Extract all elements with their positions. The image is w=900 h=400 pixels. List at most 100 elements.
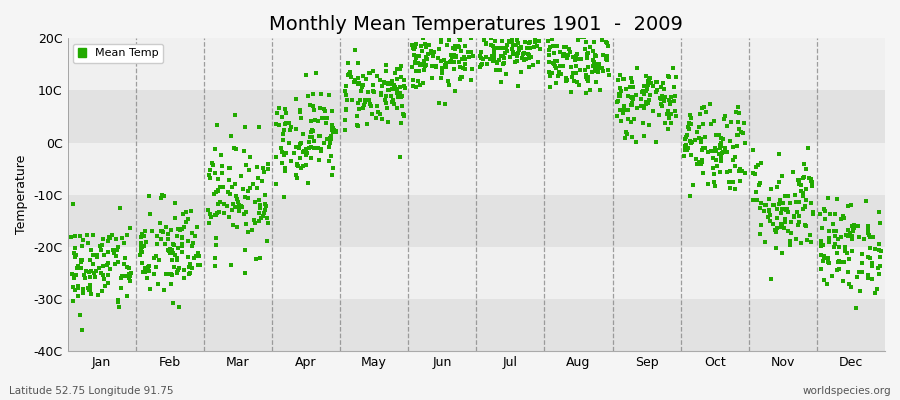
Point <box>822 235 836 242</box>
Point <box>410 24 424 30</box>
Point <box>412 61 427 68</box>
Point <box>545 70 560 76</box>
Point <box>223 191 238 197</box>
Point <box>778 216 793 223</box>
Point <box>169 254 184 261</box>
Point <box>519 56 534 62</box>
Point <box>701 149 716 155</box>
Point <box>454 74 468 80</box>
Point <box>795 240 809 246</box>
Point <box>258 192 273 198</box>
Point <box>149 240 164 247</box>
Point <box>254 215 268 222</box>
Point <box>788 213 802 220</box>
Point <box>610 99 625 105</box>
Point <box>546 50 561 57</box>
Point <box>720 123 734 129</box>
Point <box>114 273 129 279</box>
Point <box>328 128 343 134</box>
Point <box>397 112 411 119</box>
Point <box>638 88 652 94</box>
Point <box>475 61 490 68</box>
Point <box>587 39 601 45</box>
Point <box>220 203 235 210</box>
Point <box>814 238 829 244</box>
Point <box>136 269 150 275</box>
Point <box>865 260 879 266</box>
Point <box>95 236 110 242</box>
Point <box>237 148 251 154</box>
Point <box>559 44 573 50</box>
Point <box>234 202 248 209</box>
Point <box>304 144 319 150</box>
Point <box>841 203 855 209</box>
Point <box>818 208 832 215</box>
Point <box>825 273 840 280</box>
Point <box>454 48 468 54</box>
Point <box>175 235 189 241</box>
Point <box>294 140 309 146</box>
Point <box>814 243 828 249</box>
Point <box>552 69 566 76</box>
Point <box>596 52 610 58</box>
Point <box>872 209 886 215</box>
Point <box>581 50 596 56</box>
Point <box>683 112 698 118</box>
Point <box>208 146 222 152</box>
Point <box>327 127 341 134</box>
Point <box>392 153 407 160</box>
Point <box>864 276 878 282</box>
Point <box>574 23 589 30</box>
Point <box>292 108 307 115</box>
Point <box>163 246 177 252</box>
Point <box>738 170 752 176</box>
Point <box>338 82 353 89</box>
Point <box>238 209 253 215</box>
Point <box>93 242 107 249</box>
Point <box>275 131 290 138</box>
Point <box>649 89 663 95</box>
Point <box>792 213 806 219</box>
Point <box>209 189 223 196</box>
Point <box>167 215 182 221</box>
Point <box>302 134 317 140</box>
Point <box>662 101 677 108</box>
Point <box>361 89 375 95</box>
Point <box>388 84 402 91</box>
Point <box>228 112 242 118</box>
Point <box>616 75 630 82</box>
Point <box>821 259 835 265</box>
Point <box>801 145 815 151</box>
Point <box>458 61 473 67</box>
Point <box>829 228 843 234</box>
Point <box>831 236 845 242</box>
Point <box>578 67 592 73</box>
Point <box>252 124 266 130</box>
Point <box>708 132 723 138</box>
Point <box>249 164 264 170</box>
Point <box>210 122 224 128</box>
Point <box>796 192 811 199</box>
Point <box>655 93 670 100</box>
Point <box>549 64 563 71</box>
Point <box>446 59 461 66</box>
Point <box>454 74 469 80</box>
Point <box>553 49 567 56</box>
Point <box>204 160 219 166</box>
Point <box>438 61 453 68</box>
Point <box>256 169 271 175</box>
Point <box>374 116 389 122</box>
Point <box>440 42 454 48</box>
Point <box>761 207 776 213</box>
Point <box>544 43 558 50</box>
Point <box>872 271 886 277</box>
Point <box>759 202 773 208</box>
Point <box>637 82 652 89</box>
Point <box>683 152 698 159</box>
Point <box>325 124 339 130</box>
Point <box>783 242 797 248</box>
Point <box>686 182 700 188</box>
Point <box>232 202 247 208</box>
Point <box>660 111 674 118</box>
Point <box>569 63 583 69</box>
